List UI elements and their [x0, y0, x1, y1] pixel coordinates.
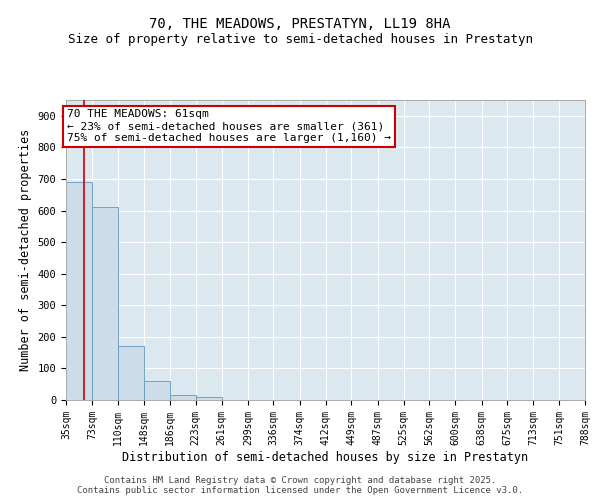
Y-axis label: Number of semi-detached properties: Number of semi-detached properties: [19, 129, 32, 371]
Bar: [118, 346, 144, 400]
Bar: [144, 381, 170, 400]
Bar: [66, 182, 92, 400]
Text: Contains HM Land Registry data © Crown copyright and database right 2025.
Contai: Contains HM Land Registry data © Crown c…: [77, 476, 523, 495]
X-axis label: Distribution of semi-detached houses by size in Prestatyn: Distribution of semi-detached houses by …: [122, 450, 529, 464]
Bar: [196, 398, 222, 400]
Bar: [92, 208, 118, 400]
Text: 70, THE MEADOWS, PRESTATYN, LL19 8HA: 70, THE MEADOWS, PRESTATYN, LL19 8HA: [149, 18, 451, 32]
Text: Size of property relative to semi-detached houses in Prestatyn: Size of property relative to semi-detach…: [67, 32, 533, 46]
Text: 70 THE MEADOWS: 61sqm
← 23% of semi-detached houses are smaller (361)
75% of sem: 70 THE MEADOWS: 61sqm ← 23% of semi-deta…: [67, 110, 391, 142]
Bar: [170, 396, 196, 400]
